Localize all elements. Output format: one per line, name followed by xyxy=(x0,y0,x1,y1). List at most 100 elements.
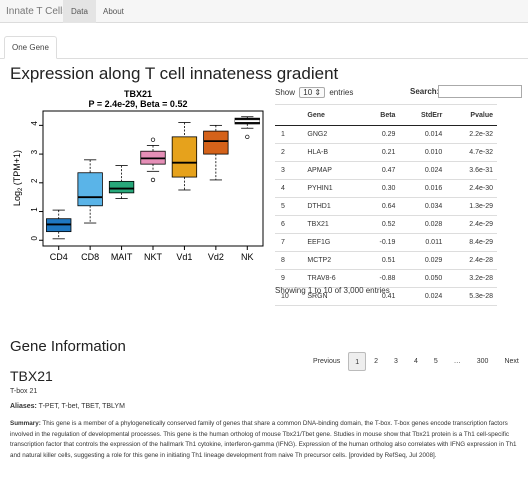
page-button[interactable]: 4 xyxy=(413,358,418,365)
pvalue-cell: 2.4e-30 xyxy=(446,179,497,198)
entries-length-select[interactable]: 10 ⇕ xyxy=(299,87,326,98)
pagination: Previous 1 2 3 4 5 … 300 Next xyxy=(305,352,527,371)
pvalue-cell: 4.7e-32 xyxy=(446,143,497,162)
box-cd8 xyxy=(77,172,103,207)
stderr-cell: 0.014 xyxy=(399,125,447,144)
tab-data[interactable]: Data xyxy=(63,0,96,23)
x-tick-label: CD4 xyxy=(50,252,68,262)
gene-cell: DTHD1 xyxy=(303,197,362,216)
page-button[interactable]: 5 xyxy=(433,358,438,365)
beta-cell: 0.51 xyxy=(361,251,400,270)
gene-cell: SRGN xyxy=(303,287,362,306)
gene-cell: MCTP2 xyxy=(303,251,362,270)
page-button[interactable]: 2 xyxy=(374,358,379,365)
stderr-cell: 0.028 xyxy=(399,215,447,234)
row-index: 7 xyxy=(275,233,304,252)
chart-subtitle: P = 2.4e-29, Beta = 0.52 xyxy=(89,99,188,109)
gene-cell: TRAV8-6 xyxy=(303,269,362,288)
table-row[interactable]: 9 TRAV8-6 -0.88 0.050 3.2e-28 xyxy=(275,269,497,288)
table-row[interactable]: 10 SRGN 0.41 0.024 5.3e-28 xyxy=(275,287,497,306)
table-row[interactable]: 1 GNG2 0.29 0.014 2.2e-32 xyxy=(275,125,497,144)
outlier-point xyxy=(245,134,250,140)
beta-cell: 0.41 xyxy=(361,287,400,306)
stderr-cell: 0.050 xyxy=(399,269,447,288)
beta-cell: 0.47 xyxy=(361,161,400,180)
pvalue-cell: 2.2e-32 xyxy=(446,125,497,144)
gene-cell: GNG2 xyxy=(303,125,362,144)
stderr-cell: 0.011 xyxy=(399,233,447,252)
column-header-beta[interactable]: Beta xyxy=(361,104,400,126)
x-tick-label: MAIT xyxy=(111,252,133,262)
table-row[interactable]: 5 DTHD1 0.64 0.034 1.3e-29 xyxy=(275,197,497,216)
row-index: 5 xyxy=(275,197,304,216)
table-row[interactable]: 2 HLA-B 0.21 0.010 4.7e-32 xyxy=(275,143,497,162)
pvalue-cell: 1.3e-29 xyxy=(446,197,497,216)
row-index: 8 xyxy=(275,251,304,270)
box-vd2 xyxy=(203,130,229,155)
y-tick-label: 3 xyxy=(30,149,39,154)
gene-table: Gene Beta StdErr Pvalue 1 GNG2 0.29 0.014 2.2e-… xyxy=(275,104,497,306)
page-button[interactable]: … xyxy=(453,358,461,365)
previous-page-button[interactable]: Previous xyxy=(313,358,341,365)
gene-cell: PYHIN1 xyxy=(303,179,362,198)
gene-full-name: T-box 21 xyxy=(10,388,38,395)
stderr-cell: 0.034 xyxy=(399,197,447,216)
row-index: 2 xyxy=(275,143,304,162)
row-index: 3 xyxy=(275,161,304,180)
box-mait xyxy=(108,180,135,194)
beta-cell: 0.52 xyxy=(361,215,400,234)
y-tick-label: 4 xyxy=(30,121,39,126)
app-brand[interactable]: Innate T Cells xyxy=(6,6,68,17)
box-vd1 xyxy=(171,136,198,178)
page-title: Expression along T cell innateness gradi… xyxy=(10,64,339,83)
plot-frame xyxy=(42,110,264,247)
pvalue-cell: 2.4e-29 xyxy=(446,215,497,234)
beta-cell: 0.30 xyxy=(361,179,400,198)
column-header-index[interactable] xyxy=(275,104,304,126)
navbar: Innate T Cells Data About xyxy=(0,0,528,23)
y-axis-label: Log2 (TPM+1) xyxy=(12,150,24,206)
tab-one-gene[interactable]: One Gene xyxy=(4,36,57,59)
entries-length-control: Show 10 ⇕ entries xyxy=(275,87,354,98)
row-index: 4 xyxy=(275,179,304,198)
beta-cell: -0.19 xyxy=(361,233,400,252)
table-row[interactable]: 4 PYHIN1 0.30 0.016 2.4e-30 xyxy=(275,179,497,198)
outlier-point xyxy=(150,137,156,142)
x-tick-label: CD8 xyxy=(81,252,99,262)
pvalue-cell: 3.6e-31 xyxy=(446,161,497,180)
table-row[interactable]: 8 MCTP2 0.51 0.029 2.4e-28 xyxy=(275,251,497,270)
table-header-row: Gene Beta StdErr Pvalue xyxy=(275,104,497,126)
next-page-button[interactable]: Next xyxy=(504,358,519,365)
beta-cell: 0.64 xyxy=(361,197,400,216)
table-row[interactable]: 3 APMAP 0.47 0.024 3.6e-31 xyxy=(275,161,497,180)
page-button[interactable]: 300 xyxy=(476,358,489,365)
table-info: Showing 1 to 10 of 3,000 entries xyxy=(275,286,390,295)
gene-cell: HLA-B xyxy=(303,143,362,162)
column-header-gene[interactable]: Gene xyxy=(303,104,362,126)
x-tick-label: NKT xyxy=(144,252,163,262)
beta-cell: 0.21 xyxy=(361,143,400,162)
pvalue-cell: 8.4e-29 xyxy=(446,233,497,252)
gene-cell: TBX21 xyxy=(303,215,362,234)
row-index: 9 xyxy=(275,269,304,288)
page-button[interactable]: 3 xyxy=(394,358,398,365)
row-index: 1 xyxy=(275,125,304,144)
column-header-stderr[interactable]: StdErr xyxy=(399,104,447,126)
y-tick-label: 2 xyxy=(30,178,39,183)
y-tick-label: 1 xyxy=(30,207,39,212)
column-header-pvalue[interactable]: Pvalue xyxy=(446,104,497,126)
row-index: 10 xyxy=(275,287,304,306)
table-row[interactable]: 7 EEF1G -0.19 0.011 8.4e-29 xyxy=(275,233,497,252)
gene-aliases: Aliases: T-PET, T-bet, TBET, TBLYM xyxy=(10,403,125,410)
table-row[interactable]: 6 TBX21 0.52 0.028 2.4e-29 xyxy=(275,215,497,234)
pvalue-cell: 3.2e-28 xyxy=(446,269,497,288)
tab-about[interactable]: About xyxy=(103,7,124,16)
pvalue-cell: 2.4e-28 xyxy=(446,251,497,270)
stderr-cell: 0.024 xyxy=(399,287,447,306)
gene-cell: EEF1G xyxy=(303,233,362,252)
search-input[interactable] xyxy=(438,85,522,98)
stderr-cell: 0.010 xyxy=(399,143,447,162)
page-button[interactable]: 1 xyxy=(348,352,367,371)
stderr-cell: 0.016 xyxy=(399,179,447,198)
x-tick-label: Vd2 xyxy=(208,252,224,262)
